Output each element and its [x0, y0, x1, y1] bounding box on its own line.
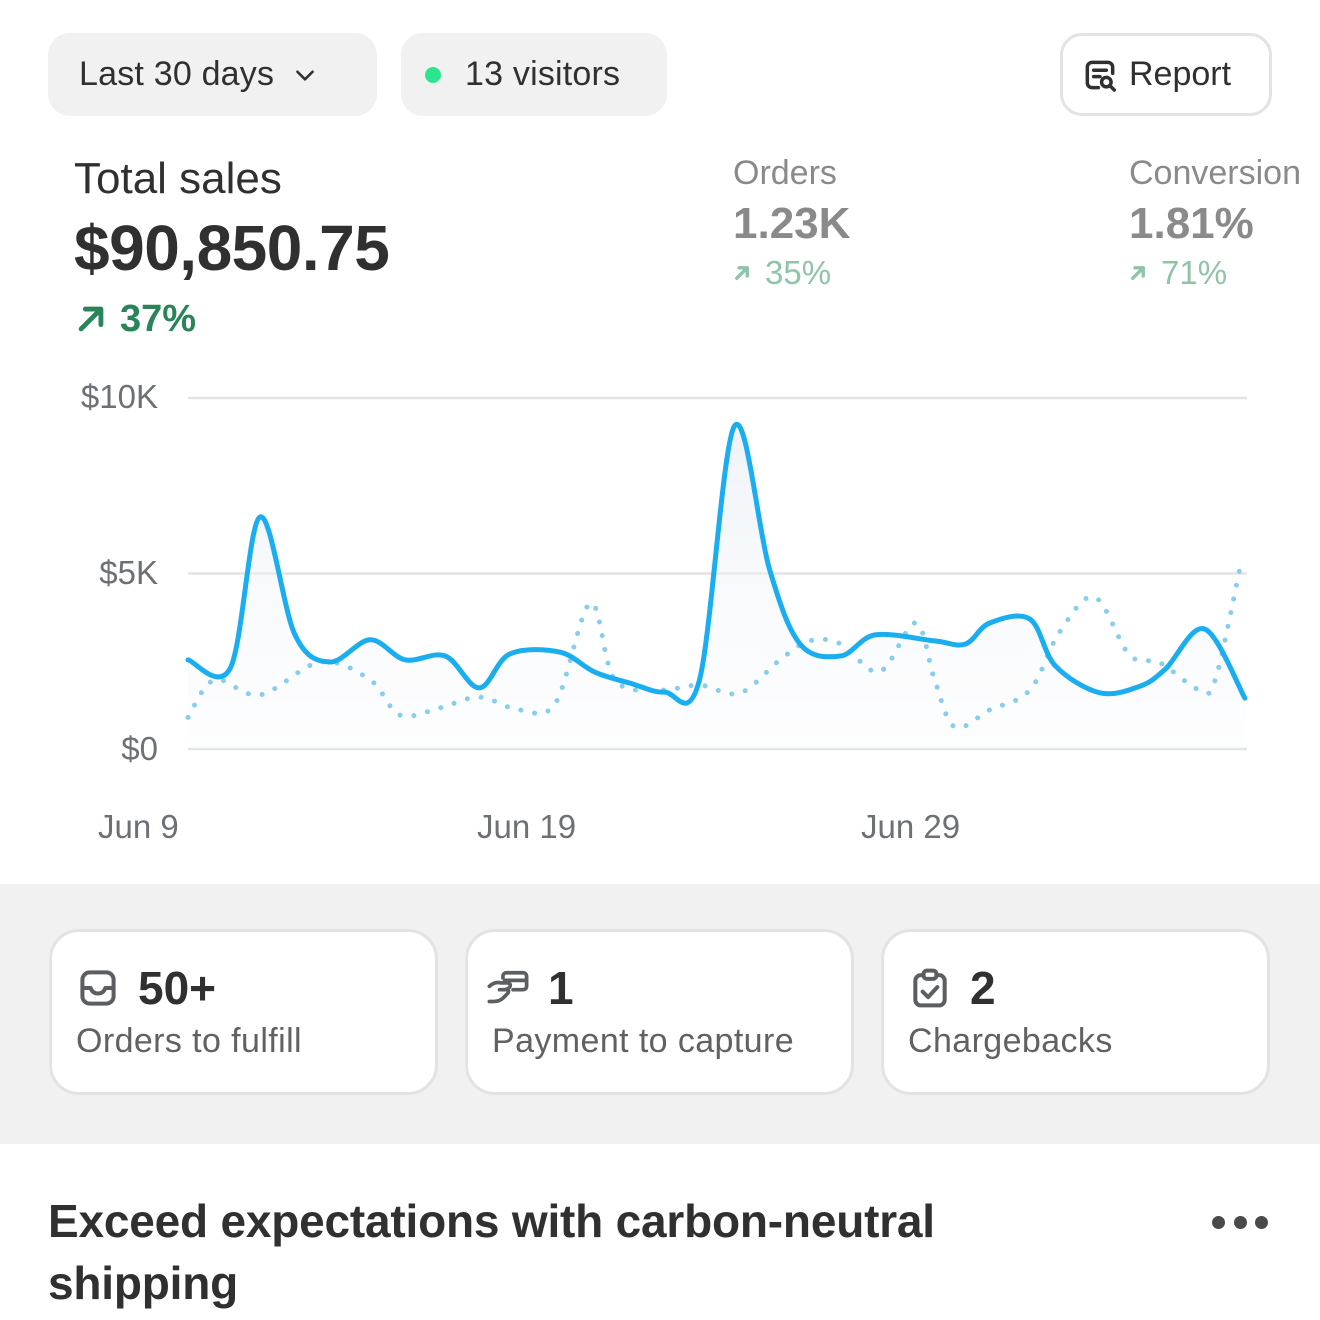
y-tick-label: $0: [121, 730, 158, 767]
metric-delta: 35%: [733, 252, 850, 294]
report-label: Report: [1129, 55, 1232, 93]
metric-total-sales[interactable]: Total sales $90,850.75 37%: [74, 150, 390, 346]
metric-label: Conversion: [1129, 154, 1301, 192]
metric-delta: 37%: [74, 292, 389, 346]
card-label: Orders to fulfill: [76, 1022, 302, 1060]
chevron-down-icon: [296, 69, 315, 81]
metric-value: 1.23K: [733, 199, 851, 248]
dot-icon: [1233, 1215, 1247, 1229]
card-label: Payment to capture: [492, 1022, 795, 1060]
live-visitors-button[interactable]: 13 visitors: [401, 33, 667, 116]
clipboard-check-icon: [913, 968, 947, 1008]
card-count: 2: [970, 962, 996, 1014]
comparison-line: [185, 567, 1243, 731]
metric-conversion[interactable]: Conversion 1.81% 71%: [1129, 150, 1301, 294]
primary-area-fill: [188, 424, 1245, 749]
orders-to-fulfill-card[interactable]: 50+ Orders to fulfill: [49, 929, 438, 1095]
live-status-dot-icon: [425, 66, 441, 83]
toolbar: Last 30 days 13 visitors Report: [48, 33, 1272, 117]
delta-value: 35%: [765, 254, 832, 291]
metric-label: Orders: [733, 154, 837, 192]
sales-chart[interactable]: $10K $5K $0 Jun 9 Jun 19 Jun 29: [0, 370, 1320, 870]
inbox-icon: [80, 970, 116, 1006]
arrow-up-right-icon: [1131, 266, 1145, 280]
dot-icon: [1212, 1215, 1225, 1229]
y-tick-label: $10K: [80, 378, 158, 415]
dot-icon: [1255, 1215, 1268, 1229]
metrics-summary: Total sales $90,850.75 37% Orders 1.23K …: [0, 150, 1320, 360]
date-range-label: Last 30 days: [79, 55, 275, 93]
promo-title: Exceed expectations with carbon-neutral …: [48, 1195, 935, 1309]
metric-delta: 71%: [1129, 252, 1301, 294]
card-count: 50+: [138, 962, 217, 1014]
arrow-up-right-icon: [735, 266, 749, 280]
report-search-icon: [1085, 60, 1116, 92]
payment-to-capture-card[interactable]: 1 Payment to capture: [465, 929, 854, 1095]
metric-value: $90,850.75: [74, 212, 390, 284]
more-actions-button[interactable]: [1212, 1206, 1268, 1238]
visitors-label: 13 visitors: [465, 55, 621, 93]
x-tick-label: Jun 19: [477, 808, 577, 845]
metric-value: 1.81%: [1129, 199, 1254, 248]
arrow-up-right-icon: [78, 306, 104, 332]
date-range-selector[interactable]: Last 30 days: [48, 33, 377, 116]
action-cards-section: 50+ Orders to fulfill 1 Payment to captu…: [0, 884, 1320, 1144]
y-tick-label: $5K: [99, 554, 158, 591]
chargebacks-card[interactable]: 2 Chargebacks: [881, 929, 1270, 1095]
delta-value: 71%: [1161, 254, 1228, 291]
delta-value: 37%: [120, 298, 197, 340]
metric-orders[interactable]: Orders 1.23K 35%: [733, 150, 850, 294]
metric-label: Total sales: [74, 154, 282, 203]
card-count: 1: [548, 962, 574, 1014]
x-tick-label: Jun 9: [98, 808, 179, 845]
x-tick-label: Jun 29: [861, 808, 961, 845]
card-label: Chargebacks: [908, 1022, 1113, 1060]
promo-card: Exceed expectations with carbon-neutral …: [48, 1190, 1048, 1314]
chart-plot-area: [185, 396, 1248, 751]
primary-line: [185, 421, 1248, 706]
report-button[interactable]: Report: [1060, 33, 1272, 116]
hand-card-icon: [487, 970, 529, 1004]
